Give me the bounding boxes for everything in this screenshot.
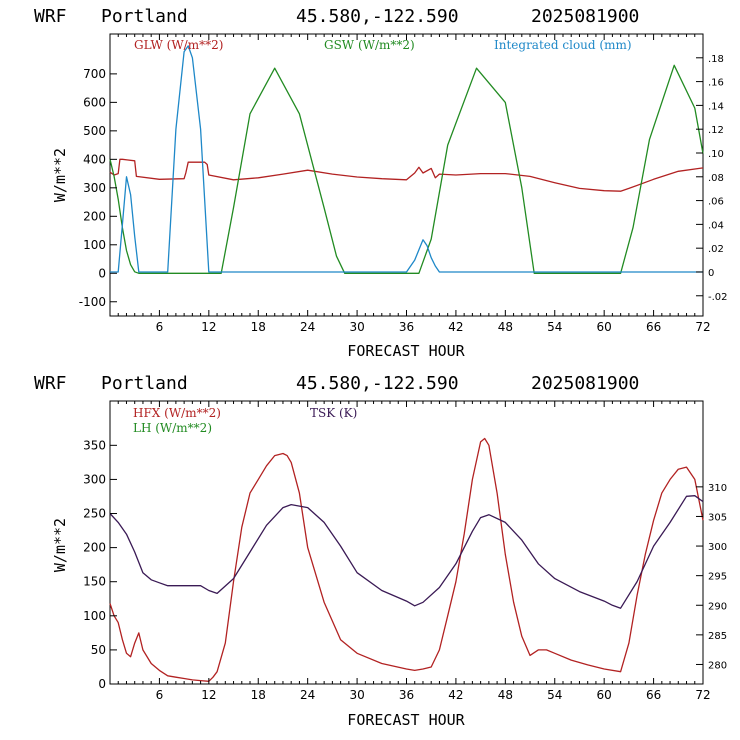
bottom-y-tick-label: 0	[98, 677, 106, 691]
top-y-tick-label: 300	[83, 181, 106, 195]
bottom-panel: WRF Portland 45.580,-122.590 2025081900 …	[34, 373, 727, 729]
top-x-tick-label: 60	[597, 320, 612, 334]
bottom-series-group	[109, 437, 704, 682]
top-y2-tick-label: .08	[708, 173, 724, 184]
bottom-ticks-group: 6 12 18 24 30 36 42 48 54 60 66 72 0 50 100 150 200 250 30…	[83, 401, 727, 702]
bottom-y-tick-label: 250	[83, 507, 106, 521]
bottom-series-hfx-line	[109, 437, 704, 682]
top-y-tick-label: 500	[83, 124, 106, 138]
top-series-group	[109, 45, 704, 274]
top-x-tick-label: 12	[201, 320, 216, 334]
top-y-tick-label: 100	[83, 238, 106, 252]
bottom-y-axis-label: W/m**2	[51, 518, 69, 572]
bottom-x-tick-label: 42	[448, 688, 463, 702]
top-y-tick-label: 600	[83, 95, 106, 109]
legend-lh: LH (W/m**2)	[133, 421, 212, 435]
bottom-y2-tick-label: 300	[708, 542, 727, 553]
top-y-tick-label: 700	[83, 67, 106, 81]
bottom-x-tick-label: 66	[646, 688, 661, 702]
top-series-gsw-line	[109, 64, 704, 274]
bottom-x-tick-label: 6	[156, 688, 164, 702]
top-y2-tick-label: .14	[708, 101, 724, 112]
top-y-tick-label: 0	[98, 266, 106, 280]
bottom-y-tick-label: 200	[83, 541, 106, 555]
bottom-x-tick-label: 48	[498, 688, 513, 702]
top-y-tick-label: 200	[83, 209, 106, 223]
top-y2-tick-label: .18	[708, 54, 724, 65]
bottom-y-tick-label: 50	[91, 643, 106, 657]
top-y2-tick-label: 0	[708, 268, 714, 279]
legend-tsk: TSK (K)	[310, 406, 357, 420]
top-y2-tick-label: .16	[708, 78, 724, 89]
top-ticks-group: 6 12 18 24 30 36 42 48 54 60 66 72 -100 0 100 200 300 400…	[79, 34, 728, 334]
bottom-x-tick-label: 60	[597, 688, 612, 702]
top-header-model: WRF	[34, 6, 67, 27]
bottom-y-tick-label: 150	[83, 575, 106, 589]
top-x-tick-label: 30	[349, 320, 364, 334]
top-y2-tick-label: .02	[708, 244, 724, 255]
bottom-x-tick-label: 18	[251, 688, 266, 702]
bottom-y-tick-label: 350	[83, 438, 106, 452]
bottom-header-coords: 45.580,-122.590	[296, 373, 459, 394]
top-y-tick-label: -100	[79, 295, 106, 309]
bottom-x-axis-label: FORECAST HOUR	[347, 711, 465, 729]
bottom-y2-tick-label: 290	[708, 601, 727, 612]
bottom-x-tick-label: 30	[349, 688, 364, 702]
top-series-glw-line	[109, 158, 704, 192]
top-x-tick-label: 24	[300, 320, 315, 334]
top-header-location: Portland	[101, 6, 188, 27]
bottom-y2-tick-label: 295	[708, 572, 727, 583]
top-y2-tick-label: .04	[708, 220, 724, 231]
top-y2-tick-label: .10	[708, 149, 724, 160]
bottom-x-tick-label: 36	[399, 688, 414, 702]
top-header-run: 2025081900	[531, 6, 639, 27]
bottom-header-location: Portland	[101, 373, 188, 394]
bottom-y2-tick-label: 310	[708, 483, 727, 494]
bottom-series-tsk-line	[109, 495, 704, 609]
top-x-tick-label: 18	[251, 320, 266, 334]
bottom-y-tick-label: 100	[83, 609, 106, 623]
bottom-x-tick-label: 24	[300, 688, 315, 702]
top-y2-tick-label: .06	[708, 197, 724, 208]
top-panel: WRF Portland 45.580,-122.590 2025081900 …	[34, 6, 728, 360]
top-x-tick-label: 54	[547, 320, 562, 334]
top-x-tick-label: 36	[399, 320, 414, 334]
top-y-axis-label: W/m**2	[51, 148, 69, 202]
bottom-y2-tick-label: 285	[708, 631, 727, 642]
top-x-tick-label: 66	[646, 320, 661, 334]
top-y2-tick-label: -.02	[708, 292, 728, 303]
legend-hfx: HFX (W/m**2)	[133, 406, 221, 420]
top-x-tick-label: 72	[695, 320, 710, 334]
top-x-tick-label: 48	[498, 320, 513, 334]
top-x-tick-label: 6	[156, 320, 164, 334]
top-y2-tick-label: .12	[708, 125, 724, 136]
bottom-y2-tick-label: 280	[708, 660, 727, 671]
top-x-tick-label: 42	[448, 320, 463, 334]
legend-gsw: GSW (W/m**2)	[324, 38, 415, 52]
top-header-coords: 45.580,-122.590	[296, 6, 459, 27]
legend-glw: GLW (W/m**2)	[134, 38, 223, 52]
bottom-header-model: WRF	[34, 373, 67, 394]
top-y-tick-label: 400	[83, 152, 106, 166]
bottom-y-tick-label: 300	[83, 472, 106, 486]
top-x-axis-label: FORECAST HOUR	[347, 342, 465, 360]
top-series-integrated-line	[110, 45, 703, 273]
bottom-x-tick-label: 72	[695, 688, 710, 702]
bottom-x-tick-label: 12	[201, 688, 216, 702]
bottom-y2-tick-label: 305	[708, 512, 727, 523]
legend-cloud: Integrated cloud (mm)	[494, 38, 632, 52]
bottom-plot-frame	[109, 400, 704, 685]
bottom-x-tick-label: 54	[547, 688, 562, 702]
bottom-header-run: 2025081900	[531, 373, 639, 394]
